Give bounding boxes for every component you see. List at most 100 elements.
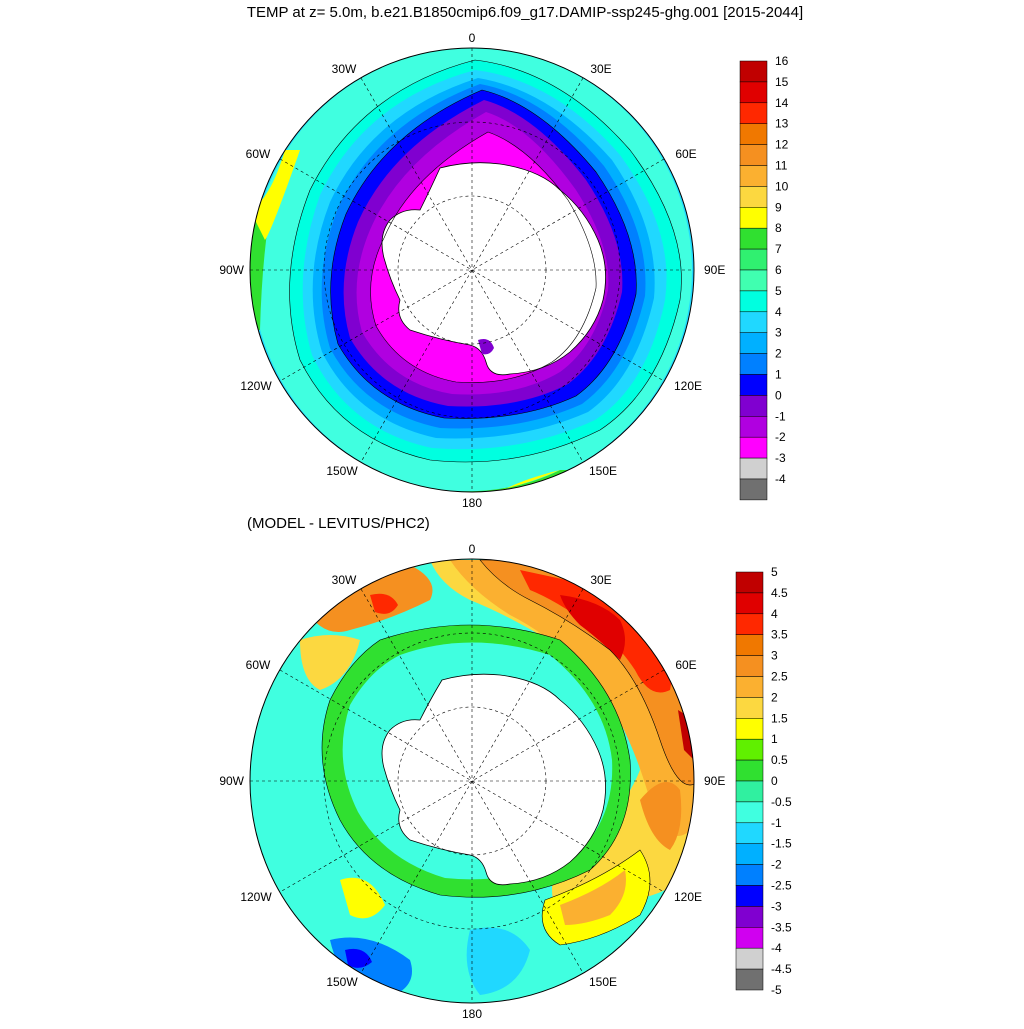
top-colorbar-swatch-4: [739, 144, 768, 166]
top-colorbar-tick-label-12: 4: [775, 305, 782, 319]
bottom-colorbar-swatch-10: [735, 780, 764, 803]
bottom-colorbar-swatch-4: [735, 655, 764, 677]
top-colorbar-tick-label-8: 8: [775, 221, 782, 235]
top-polar-map: 0 180 90W 90E 30W 60W 120W 150W 30E 60E …: [219, 31, 725, 510]
top-colorbar-swatch-13: [739, 332, 768, 354]
top-lon-label-90e: 90E: [704, 263, 725, 277]
bottom-colorbar-tick-label-18: -4: [771, 941, 782, 955]
bottom-colorbar-swatch-6: [735, 697, 764, 719]
top-lon-label-150w: 150W: [326, 464, 358, 478]
bottom-colorbar-tick-label-19: -4.5: [771, 962, 792, 976]
bottom-colorbar-tick-label-16: -3: [771, 899, 782, 913]
bottom-lon-label-60e: 60E: [675, 658, 696, 672]
bottom-colorbar-swatch-16: [735, 906, 764, 928]
bottom-colorbar-tick-label-11: -0.5: [771, 795, 792, 809]
top-colorbar-swatch-6: [739, 186, 768, 208]
bottom-colorbar-swatch-12: [735, 822, 764, 844]
top-colorbar-tick-label-1: 15: [775, 75, 789, 89]
top-colorbar-swatch-7: [739, 207, 768, 229]
bottom-colorbar-swatch-1: [735, 592, 764, 615]
bottom-polar-map: 0 180 90W 90E 30W 60W 120W 150W 30E 60E …: [219, 542, 725, 1021]
bottom-colorbar-swatch-3: [735, 634, 764, 656]
bottom-colorbar-swatch-17: [735, 927, 764, 949]
top-lon-label-60e: 60E: [675, 147, 696, 161]
top-colorbar-tick-label-13: 3: [775, 326, 782, 340]
top-colorbar-swatch-0: [739, 60, 768, 83]
top-colorbar-swatch-12: [739, 311, 768, 333]
top-colorbar-tick-label-4: 12: [775, 138, 789, 152]
bottom-colorbar-tick-label-0: 5: [771, 565, 778, 579]
bottom-colorbar-swatch-0: [735, 571, 764, 594]
top-colorbar-tick-label-7: 9: [775, 200, 782, 214]
bottom-colorbar-tick-label-17: -3.5: [771, 920, 792, 934]
top-colorbar-swatch-19: [739, 457, 768, 480]
top-colorbar-swatch-18: [739, 436, 768, 459]
top-colorbar-tick-label-15: 1: [775, 368, 782, 382]
bottom-lon-label-120e: 120E: [674, 890, 702, 904]
bottom-colorbar-swatch-14: [735, 864, 764, 886]
bottom-colorbar: 5 4.5 4 3.5 3 2.5 2 1.5 1 0.5 0 -0.5 -1 -1.5 -2 -2.5 -3 -…: [735, 565, 792, 997]
bottom-colorbar-tick-label-13: -1.5: [771, 837, 792, 851]
bottom-lon-label-90w: 90W: [219, 774, 244, 788]
bottom-colorbar-swatch-13: [735, 843, 764, 865]
top-colorbar-tick-label-16: 0: [775, 388, 782, 402]
bottom-lon-label-120w: 120W: [240, 890, 272, 904]
top-colorbar-tick-label-17: -1: [775, 409, 786, 423]
top-lon-label-30w: 30W: [332, 62, 357, 76]
top-colorbar-swatch-3: [739, 123, 768, 145]
bottom-colorbar-tick-label-5: 2.5: [771, 670, 788, 684]
top-colorbar-tick-label-18: -2: [775, 430, 786, 444]
top-colorbar-tick-label-20: -4: [775, 472, 786, 486]
bottom-colorbar-swatch-7: [735, 718, 764, 740]
bottom-lon-label-150w: 150W: [326, 975, 358, 989]
bottom-lon-label-0: 0: [469, 542, 476, 556]
bottom-colorbar-swatch-11: [735, 801, 764, 824]
top-colorbar-swatch-9: [739, 248, 768, 271]
bottom-colorbar-tick-label-15: -2.5: [771, 879, 792, 893]
bottom-lon-label-30e: 30E: [590, 573, 611, 587]
bottom-colorbar-tick-label-1: 4.5: [771, 586, 788, 600]
top-colorbar-swatch-8: [739, 227, 768, 250]
bottom-colorbar-swatch-18: [735, 947, 764, 970]
top-colorbar-swatch-17: [739, 416, 768, 438]
top-colorbar-tick-label-0: 16: [775, 54, 789, 68]
top-lon-label-150e: 150E: [589, 464, 617, 478]
top-colorbar-tick-label-14: 2: [775, 347, 782, 361]
bottom-lon-label-30w: 30W: [332, 573, 357, 587]
bottom-colorbar-swatch-19: [735, 968, 764, 991]
bottom-colorbar-tick-label-12: -1: [771, 816, 782, 830]
top-colorbar-swatch-2: [739, 102, 768, 124]
top-colorbar-swatch-10: [739, 269, 768, 292]
top-colorbar-tick-label-9: 7: [775, 242, 782, 256]
top-colorbar-tick-label-6: 10: [775, 179, 789, 193]
top-colorbar-swatch-16: [739, 395, 768, 417]
top-colorbar-tick-label-5: 11: [775, 159, 788, 173]
bottom-colorbar-swatch-15: [735, 885, 764, 907]
top-lon-label-0: 0: [469, 31, 476, 45]
plot-title: TEMP at z= 5.0m, b.e21.B1850cmip6.f09_g1…: [247, 4, 803, 21]
bottom-colorbar-tick-label-6: 2: [771, 690, 778, 704]
top-lon-label-30e: 30E: [590, 62, 611, 76]
bottom-colorbar-tick-label-14: -2: [771, 858, 782, 872]
top-colorbar-swatch-1: [739, 81, 768, 104]
bottom-colorbar-tick-label-10: 0: [771, 774, 778, 788]
bottom-colorbar-tick-label-9: 0.5: [771, 753, 788, 767]
bottom-colorbar-swatch-9: [735, 759, 764, 782]
bottom-colorbar-tick-label-8: 1: [771, 732, 778, 746]
top-colorbar-swatch-15: [739, 374, 768, 396]
top-lon-label-120w: 120W: [240, 379, 272, 393]
top-colorbar-tick-label-19: -3: [775, 451, 786, 465]
top-lon-label-60w: 60W: [246, 147, 271, 161]
top-lon-label-180: 180: [462, 496, 482, 510]
top-colorbar-tick-label-10: 6: [775, 263, 782, 277]
top-colorbar-swatch-14: [739, 353, 768, 375]
top-lon-label-90w: 90W: [219, 263, 244, 277]
bottom-colorbar-tick-label-7: 1.5: [771, 711, 788, 725]
top-colorbar-swatch-11: [739, 290, 768, 313]
bottom-colorbar-swatch-5: [735, 676, 764, 698]
difference-subtitle: (MODEL - LEVITUS/PHC2): [247, 515, 430, 532]
top-colorbar-tick-label-11: 5: [775, 284, 782, 298]
